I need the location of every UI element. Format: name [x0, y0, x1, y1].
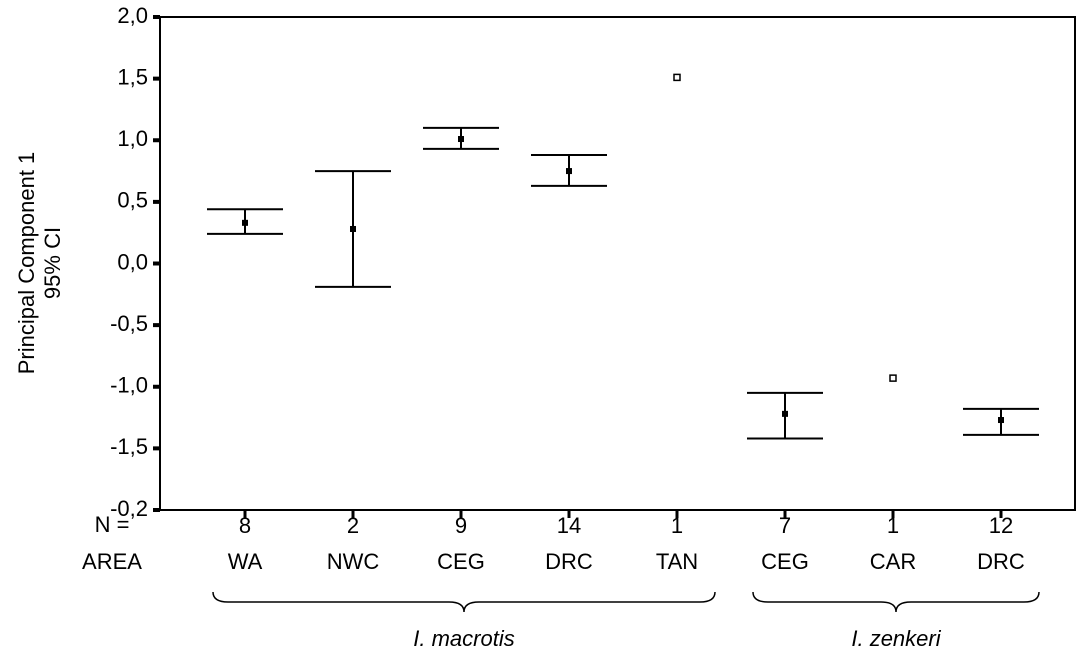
group-brace: [752, 591, 1040, 613]
n-value: 8: [239, 513, 251, 538]
n-value: 12: [989, 513, 1013, 538]
n-value: 7: [779, 513, 791, 538]
y-axis-title: Principal Component 1: [14, 152, 39, 375]
y-tick-label: -1,5: [110, 434, 148, 459]
y-tick-label: -0,2: [110, 496, 148, 521]
y-tick-label: 0,0: [117, 249, 148, 274]
group-label: I. macrotis: [413, 626, 514, 651]
x-tick-label: NWC: [327, 549, 380, 574]
n-value: 1: [671, 513, 683, 538]
x-tick-label: CEG: [437, 549, 485, 574]
n-value: 2: [347, 513, 359, 538]
n-value: 14: [557, 513, 581, 538]
mean-marker: [458, 136, 464, 143]
y-tick-label: 0,5: [117, 188, 148, 213]
mean-marker: [782, 410, 788, 417]
mean-marker: [673, 73, 681, 82]
x-tick-label: DRC: [545, 549, 593, 574]
x-tick-label: WA: [228, 549, 263, 574]
y-tick-label: 1,5: [117, 64, 148, 89]
x-tick-label: CEG: [761, 549, 809, 574]
y-axis-subtitle: 95% CI: [40, 227, 65, 299]
category-label: AREA: [82, 549, 142, 574]
mean-marker: [350, 225, 356, 232]
y-tick-label: 1,0: [117, 126, 148, 151]
mean-marker: [566, 168, 572, 175]
plot-frame: [159, 16, 1076, 511]
n-value: 9: [455, 513, 467, 538]
mean-marker: [242, 219, 248, 226]
mean-marker: [998, 417, 1004, 424]
y-tick-label: -0,5: [110, 311, 148, 336]
x-tick-label: TAN: [656, 549, 698, 574]
group-brace: [212, 591, 716, 613]
group-label: I. zenkeri: [851, 626, 941, 651]
y-tick-label: 2,0: [117, 3, 148, 28]
n-value: 1: [887, 513, 899, 538]
n-label: N =: [95, 512, 130, 537]
x-tick-label: CAR: [870, 549, 916, 574]
x-tick-label: DRC: [977, 549, 1025, 574]
mean-marker: [889, 374, 897, 382]
y-tick-label: -1,0: [110, 373, 148, 398]
